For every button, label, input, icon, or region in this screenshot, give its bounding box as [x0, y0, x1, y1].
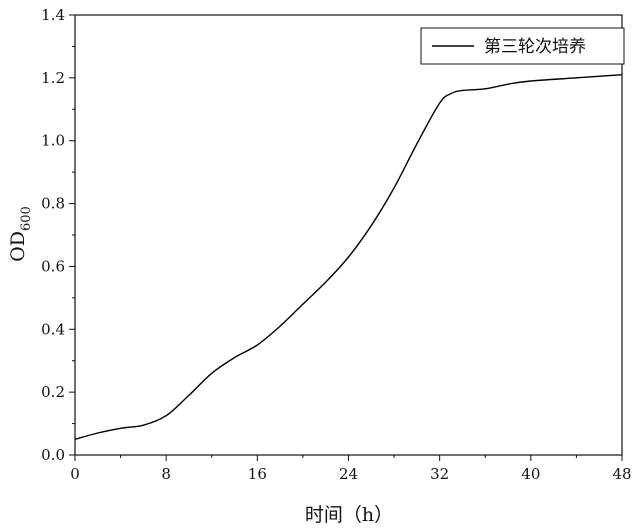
plot-frame	[74, 14, 623, 456]
series-line	[74, 74, 623, 440]
y-axis-title: OD600	[7, 206, 34, 262]
x-tick-label: 0	[70, 465, 80, 483]
y-tick-label: 0.2	[41, 383, 65, 401]
legend: 第三轮次培养	[420, 27, 625, 65]
x-axis-title: 时间（h）	[305, 504, 393, 526]
x-tick-label: 8	[161, 465, 171, 483]
x-tick-label: 32	[430, 465, 449, 483]
series-layer	[74, 74, 623, 440]
x-tick-label: 40	[521, 465, 540, 483]
y-tick-label: 1.4	[41, 6, 65, 24]
legend-label: 第三轮次培养	[484, 37, 586, 57]
y-tick-label: 0.8	[41, 195, 65, 213]
y-axis-ticks: 0.0 0.2 0.4 0.6 0.8 1.0 1.2 1.4	[41, 6, 75, 464]
y-axis-title-main: OD	[7, 231, 29, 262]
y-axis-title-subscript: 600	[19, 206, 34, 231]
x-axis-ticks: 0 8 16 24 32 40 48	[70, 455, 632, 483]
y-tick-label: 0.4	[41, 320, 65, 338]
y-tick-label: 0.0	[41, 446, 65, 464]
x-tick-label: 24	[339, 465, 358, 483]
x-tick-label: 48	[612, 465, 631, 483]
x-tick-label: 16	[248, 465, 267, 483]
y-tick-label: 1.2	[41, 69, 65, 87]
y-tick-label: 1.0	[41, 132, 65, 150]
y-tick-label: 0.6	[41, 257, 65, 275]
